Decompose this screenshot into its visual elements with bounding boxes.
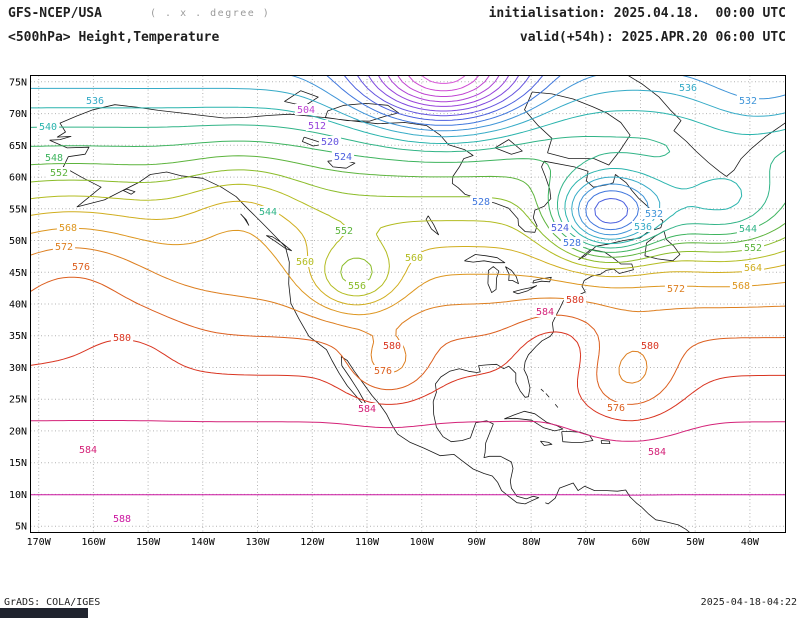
contour-label: 588	[113, 514, 131, 525]
lat-tick-label: 55N	[9, 204, 27, 215]
contour-label: 556	[348, 281, 366, 292]
lon-tick-label: 50W	[686, 537, 705, 548]
resolution-note: ( . x . degree )	[150, 8, 270, 19]
lat-tick-label: 40N	[9, 300, 27, 311]
contour-label: 548	[45, 153, 63, 164]
lat-tick-label: 5N	[15, 522, 27, 533]
contour-label: 584	[648, 447, 666, 458]
lat-tick-label: 15N	[9, 458, 27, 469]
lon-tick-label: 150W	[136, 537, 161, 548]
contour-label: 560	[405, 253, 423, 264]
contour-labels: 536 540 548 552 568 572 576 580 584 588 504 512 520 5…	[37, 82, 764, 525]
lon-tick-label: 160W	[81, 537, 106, 548]
contour-label: 536	[86, 96, 104, 107]
contour-576	[31, 277, 786, 404]
contour-label: 576	[374, 366, 392, 377]
contour-label: 580	[383, 341, 401, 352]
grads-credit: GrADS: COLA/IGES	[4, 597, 100, 608]
contour-label: 572	[55, 242, 73, 253]
contour-label: 520	[321, 137, 339, 148]
grid-lines	[31, 76, 786, 533]
coastlines	[50, 73, 791, 533]
contour-label: 572	[667, 284, 685, 295]
contour-label: 528	[472, 197, 490, 208]
axis-labels: 170W 160W 150W 140W 130W 120W 110W 100W 90W 80W 70…	[9, 77, 760, 548]
lon-tick-label: 110W	[355, 537, 380, 548]
bottom-bar	[0, 608, 88, 618]
contour-label: 580	[566, 295, 584, 306]
contour-label: 584	[536, 307, 554, 318]
contour-label: 552	[744, 243, 762, 254]
lon-tick-label: 170W	[27, 537, 52, 548]
contour-label: 568	[59, 223, 77, 234]
lat-tick-label: 65N	[9, 141, 27, 152]
contour-label: 584	[79, 445, 97, 456]
lon-tick-label: 100W	[410, 537, 435, 548]
lat-tick-label: 35N	[9, 331, 27, 342]
contour-label: 552	[50, 168, 68, 179]
contour-label: 512	[308, 121, 326, 132]
contour-label: 568	[732, 281, 750, 292]
contour-584	[31, 421, 786, 442]
contour-532	[292, 76, 786, 235]
lat-tick-label: 75N	[9, 77, 27, 88]
contour-label: 524	[551, 223, 569, 234]
lon-tick-label: 130W	[245, 537, 270, 548]
model-title: GFS-NCEP/USA	[8, 6, 102, 21]
contour-label: 532	[645, 209, 663, 220]
lat-tick-label: 60N	[9, 173, 27, 184]
contour-label: 580	[113, 333, 131, 344]
lat-tick-label: 10N	[9, 490, 27, 501]
lat-tick-label: 20N	[9, 426, 27, 437]
contour-label: 576	[607, 403, 625, 414]
lon-tick-label: 70W	[577, 537, 596, 548]
contour-label: 544	[739, 224, 757, 235]
contour-label: 540	[39, 122, 57, 133]
lon-tick-label: 60W	[631, 537, 650, 548]
lon-tick-label: 80W	[522, 537, 541, 548]
lat-tick-label: 70N	[9, 109, 27, 120]
contour-label: 524	[334, 152, 352, 163]
contour-label: 576	[72, 262, 90, 273]
contour-508	[388, 76, 499, 102]
lat-tick-label: 25N	[9, 395, 27, 406]
contour-label: 552	[335, 226, 353, 237]
contour-label: 544	[259, 207, 277, 218]
contour-label: 532	[739, 96, 757, 107]
contour-label: 580	[641, 341, 659, 352]
contour-label: 536	[634, 222, 652, 233]
lon-tick-label: 90W	[467, 537, 486, 548]
lon-tick-label: 120W	[300, 537, 325, 548]
lat-tick-label: 30N	[9, 363, 27, 374]
contour-580	[31, 332, 786, 421]
map-frame	[31, 76, 786, 533]
coastline-path	[50, 73, 791, 533]
lon-tick-label: 140W	[191, 537, 216, 548]
contour-label: 564	[744, 263, 762, 274]
parameter-title: <500hPa> Height,Temperature	[8, 30, 219, 45]
render-timestamp: 2025-04-18-04:22	[701, 597, 797, 608]
lat-tick-label: 45N	[9, 268, 27, 279]
lat-tick-label: 50N	[9, 236, 27, 247]
valid-time: valid(+54h): 2025.APR.20 06:00 UTC	[520, 30, 786, 45]
lon-tick-label: 40W	[741, 537, 760, 548]
contour-label: 560	[296, 257, 314, 268]
contour-label: 504	[297, 105, 315, 116]
contour-label: 528	[563, 238, 581, 249]
contour-552	[31, 156, 786, 257]
map-area: 536 540 548 552 568 572 576 580 584 588 504 512 520 5…	[31, 73, 791, 533]
init-time: initialisation: 2025.04.18. 00:00 UTC	[489, 6, 786, 21]
contour-label: 584	[358, 404, 376, 415]
contour-label: 536	[679, 83, 697, 94]
